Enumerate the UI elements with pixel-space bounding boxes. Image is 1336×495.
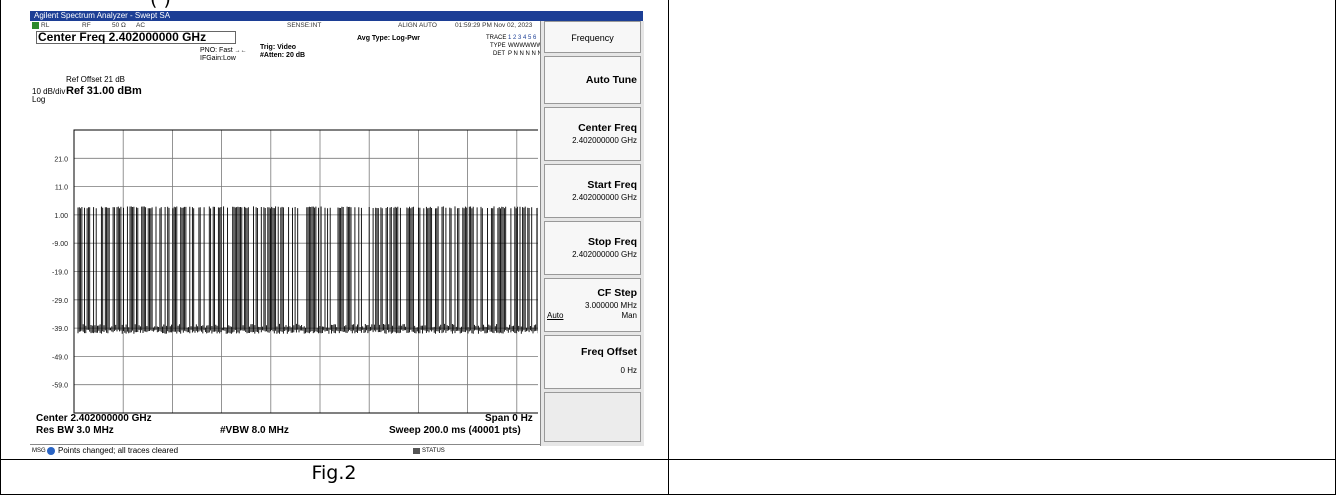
status-coupling: AC [136,22,146,29]
center-freq-title: Center Freq 2.402000000 GHz [36,31,236,44]
center-freq-button[interactable]: Center Freq 2.402000000 GHz [544,107,641,161]
speaker-icon [413,448,420,454]
trace-1 [77,206,538,334]
message-bar: MSG Points changed; all traces cleared S… [30,444,540,457]
trace-label: TRACE [486,35,507,41]
status-sense: SENSE:INT [287,22,322,29]
scale-type: Log [32,95,46,104]
y-tick-label: -49.0 [52,354,68,361]
y-tick-label: 21.0 [54,156,68,163]
panel-title: Frequency [544,21,641,53]
table-border-left [0,0,1,495]
empty-softkey[interactable] [544,392,641,442]
status-bar: RL RF 50 Ω AC SENSE:INT ALIGN AUTO 01:59… [30,21,540,30]
status-label: STATUS [422,448,445,454]
figure-caption: Fig.2 [311,462,357,484]
y-tick-label: 11.0 [55,185,68,192]
trace-numbers: 1 2 3 4 5 6 [508,35,537,41]
softkey-panel: Frequency Auto Tune Center Freq 2.402000… [540,21,644,446]
status-indicator-icon [32,22,39,29]
y-tick-label: -59.0 [52,383,68,390]
message-text: Points changed; all traces cleared [58,446,179,455]
start-freq-button[interactable]: Start Freq 2.402000000 GHz [544,164,641,218]
info-icon [47,447,55,455]
window-title: Agilent Spectrum Analyzer - Swept SA [30,11,643,21]
stop-freq-button[interactable]: Stop Freq 2.402000000 GHz [544,221,641,275]
center-freq-bottom: Center 2.402000000 GHz [36,413,152,424]
y-tick-label: -39.0 [52,326,68,333]
table-row-divider [0,459,1336,460]
cf-man-option[interactable]: Man [621,311,637,320]
cf-auto-option[interactable]: Auto [547,311,564,320]
type-values: WWWWWW [508,43,542,49]
spectrum-analyzer-screenshot: Agilent Spectrum Analyzer - Swept SA RL … [30,11,644,457]
trace-display: 21.0 11.0 1.00 -9.00 -19.0 -29.0 -39.0 -49.0 -59… [52,129,538,414]
cf-step-button[interactable]: CF Step 3.000000 MHz Auto Man [544,278,641,332]
heading-fragment: ( ) [150,0,171,10]
table-border-middle [668,0,669,495]
det-label: DET [493,51,505,57]
auto-tune-button[interactable]: Auto Tune [544,56,641,104]
y-tick-label: -29.0 [52,298,68,305]
msg-label: MSG [32,448,46,454]
res-bw-readout: Res BW 3.0 MHz [36,425,114,436]
det-values: P N N N N N [508,51,542,57]
trigger-setting: Trig: Video [260,44,297,51]
ref-level: Ref 31.00 dBm [66,85,142,97]
sweep-readout: Sweep 200.0 ms (40001 pts) [389,425,521,436]
pno-setting: PNO: Fast →← [200,47,247,54]
y-tick-label: 1.00 [54,213,68,220]
status-impedance: 50 Ω [112,22,126,29]
status-rf: RF [82,22,91,29]
type-label: TYPE [490,43,506,49]
freq-offset-button[interactable]: Freq Offset 0 Hz [544,335,641,389]
vbw-readout: #VBW 8.0 MHz [220,425,289,436]
status-align: ALIGN AUTO [398,22,437,29]
ifgain-setting: IFGain:Low [200,55,236,62]
trace-bursts [77,206,538,334]
graticule [73,129,538,414]
y-tick-label: -19.0 [52,270,68,277]
y-tick-label: -9.00 [52,241,68,248]
status-mode: RL [41,22,50,29]
status-datetime: 01:59:29 PM Nov 02, 2023 [455,22,533,29]
attenuation-setting: #Atten: 20 dB [260,52,306,59]
avg-type: Avg Type: Log-Pwr [357,35,420,42]
ref-offset: Ref Offset 21 dB [66,75,125,84]
scale-per-div: 10 dB/div [32,87,66,96]
span-readout: Span 0 Hz [485,413,533,424]
